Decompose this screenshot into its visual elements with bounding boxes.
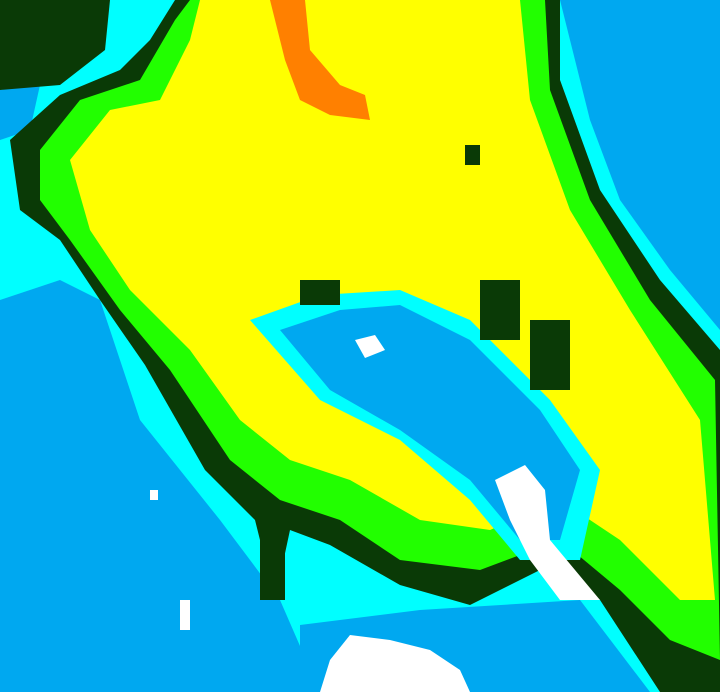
blue-region-northeast	[560, 0, 720, 330]
white-patch-lake	[355, 335, 385, 358]
white-patch-small-1	[150, 490, 158, 500]
orange-patch	[270, 0, 370, 120]
dark-speck	[480, 280, 520, 340]
dark-green-specks	[260, 145, 570, 600]
white-patch-south	[320, 635, 470, 692]
dark-speck	[300, 280, 340, 305]
blue-region-southwest	[0, 280, 320, 692]
white-patch-east	[495, 465, 600, 600]
dark-speck	[530, 320, 570, 390]
dark-speck	[260, 515, 285, 600]
dark-speck	[465, 145, 480, 165]
white-patches	[150, 335, 600, 692]
white-patch-small-2	[180, 600, 190, 630]
dark-green-corner	[0, 0, 110, 90]
